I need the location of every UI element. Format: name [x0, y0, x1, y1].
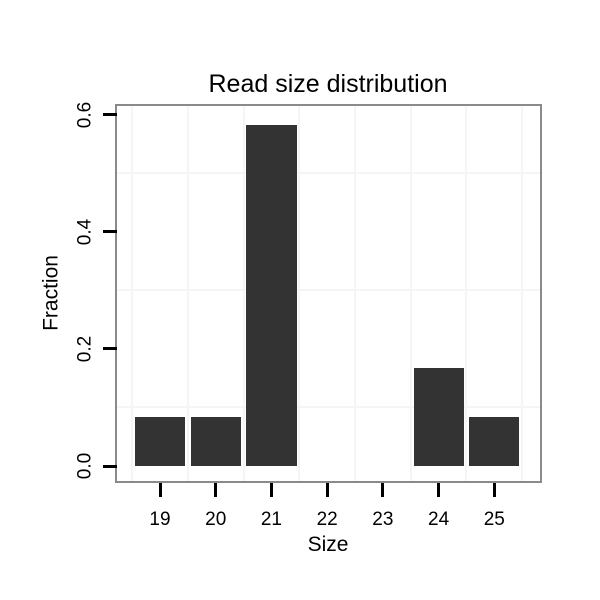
- bar-size-24: [413, 368, 464, 466]
- bar-size-19: [134, 417, 186, 466]
- x-tick-mark: [492, 483, 496, 497]
- y-tick-mark: [103, 230, 117, 234]
- x-tick-label: 22: [316, 509, 338, 530]
- x-tick-mark: [437, 483, 441, 497]
- y-tick-label: 0.4: [74, 218, 96, 246]
- x-axis-title: Size: [307, 533, 349, 556]
- minor-gridline-vertical: [242, 106, 245, 481]
- x-tick-mark: [325, 483, 329, 497]
- x-tick-mark: [269, 483, 273, 497]
- y-tick-label: 0.2: [74, 335, 96, 363]
- minor-gridline-vertical: [354, 106, 357, 481]
- minor-gridline-vertical: [465, 106, 468, 481]
- minor-gridline-vertical: [409, 106, 412, 481]
- x-tick-label: 25: [483, 509, 505, 530]
- x-tick-label: 21: [260, 509, 283, 530]
- y-tick-label: 0.0: [74, 452, 96, 480]
- x-tick-mark: [214, 483, 218, 497]
- x-tick-mark: [158, 483, 162, 497]
- minor-gridline-horizontal: [117, 406, 540, 409]
- x-tick-label: 20: [205, 509, 227, 530]
- x-tick-label: 19: [149, 509, 171, 530]
- minor-gridline-vertical: [298, 106, 301, 481]
- bar-size-21: [246, 124, 297, 466]
- bar-size-20: [190, 417, 241, 466]
- minor-gridline-horizontal: [117, 172, 540, 175]
- minor-gridline-vertical: [186, 106, 189, 481]
- x-tick-mark: [381, 483, 385, 497]
- y-tick-mark: [103, 347, 117, 351]
- y-tick-mark: [103, 464, 117, 468]
- x-tick-label: 23: [372, 509, 394, 530]
- bar-size-25: [469, 417, 520, 466]
- minor-gridline-horizontal: [117, 289, 540, 292]
- y-tick-label: 0.6: [74, 101, 96, 128]
- y-tick-mark: [103, 113, 117, 117]
- x-tick-label: 24: [428, 509, 450, 530]
- chart-title: Read size distribution: [208, 70, 448, 98]
- y-axis-title: Fraction: [39, 255, 63, 331]
- minor-gridline-vertical: [521, 106, 524, 481]
- minor-gridline-vertical: [131, 106, 134, 481]
- plot-panel: [117, 106, 540, 481]
